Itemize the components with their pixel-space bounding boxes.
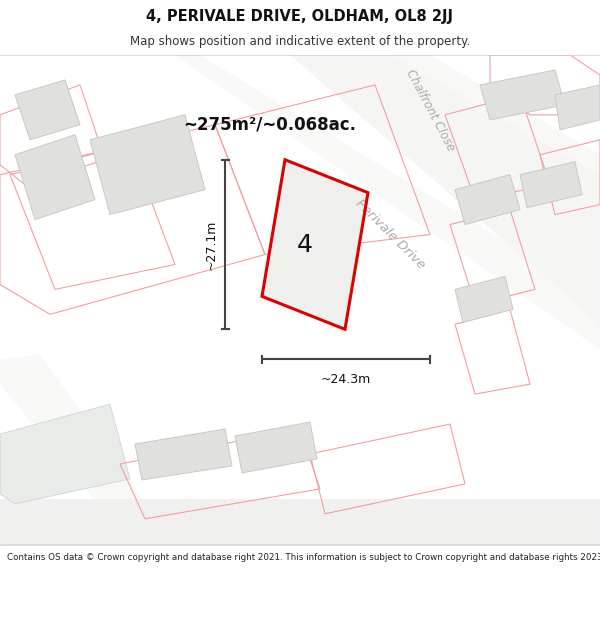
Polygon shape [0, 499, 600, 544]
Polygon shape [15, 135, 95, 219]
Text: ~27.1m: ~27.1m [205, 219, 218, 270]
Text: ~24.3m: ~24.3m [321, 372, 371, 386]
Polygon shape [520, 162, 582, 208]
Polygon shape [135, 429, 232, 480]
Polygon shape [90, 115, 205, 214]
Text: 4, PERIVALE DRIVE, OLDHAM, OL8 2JJ: 4, PERIVALE DRIVE, OLDHAM, OL8 2JJ [146, 9, 454, 24]
Polygon shape [480, 70, 565, 120]
Polygon shape [555, 85, 600, 130]
Polygon shape [15, 80, 80, 140]
Polygon shape [455, 175, 520, 224]
Polygon shape [235, 422, 317, 473]
Polygon shape [262, 160, 368, 329]
Polygon shape [0, 354, 175, 544]
Polygon shape [290, 55, 600, 324]
Text: Chalfront Close: Chalfront Close [403, 67, 457, 153]
Text: 4: 4 [297, 232, 313, 256]
Polygon shape [455, 276, 513, 322]
Text: ~275m²/~0.068ac.: ~275m²/~0.068ac. [184, 116, 356, 134]
Polygon shape [0, 404, 130, 504]
Polygon shape [360, 55, 600, 204]
Text: Map shows position and indicative extent of the property.: Map shows position and indicative extent… [130, 35, 470, 48]
Text: Contains OS data © Crown copyright and database right 2021. This information is : Contains OS data © Crown copyright and d… [7, 554, 600, 562]
Text: Perivale Drive: Perivale Drive [353, 198, 427, 272]
Polygon shape [175, 55, 600, 349]
